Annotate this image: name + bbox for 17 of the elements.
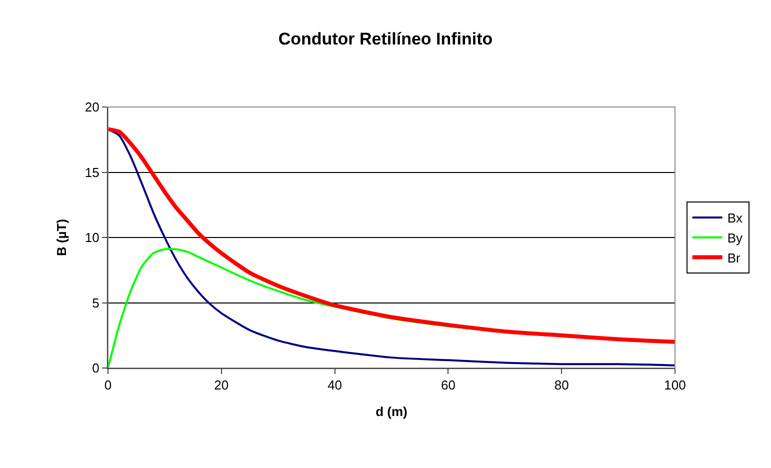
x-tick-label: 100 xyxy=(664,378,686,393)
chart-title: Condutor Retilíneo Infinito xyxy=(278,30,493,49)
y-axis-title: B (µT) xyxy=(54,218,69,256)
x-tick-label: 40 xyxy=(328,378,342,393)
y-tick-label: 15 xyxy=(84,164,100,180)
y-tick-label: 5 xyxy=(92,295,100,310)
y-tick-label: 0 xyxy=(92,360,100,376)
legend-label: Br xyxy=(727,250,742,266)
x-tick-label: 0 xyxy=(104,378,112,393)
legend-label: By xyxy=(727,230,744,246)
x-tick-label: 20 xyxy=(214,378,229,393)
x-axis-title: d (m) xyxy=(376,404,408,420)
legend-label: Bx xyxy=(727,210,744,226)
x-tick-label: 60 xyxy=(440,378,456,393)
x-tick-label: 80 xyxy=(554,378,569,393)
y-tick-label: 10 xyxy=(84,230,100,246)
y-tick-label: 20 xyxy=(84,100,100,115)
